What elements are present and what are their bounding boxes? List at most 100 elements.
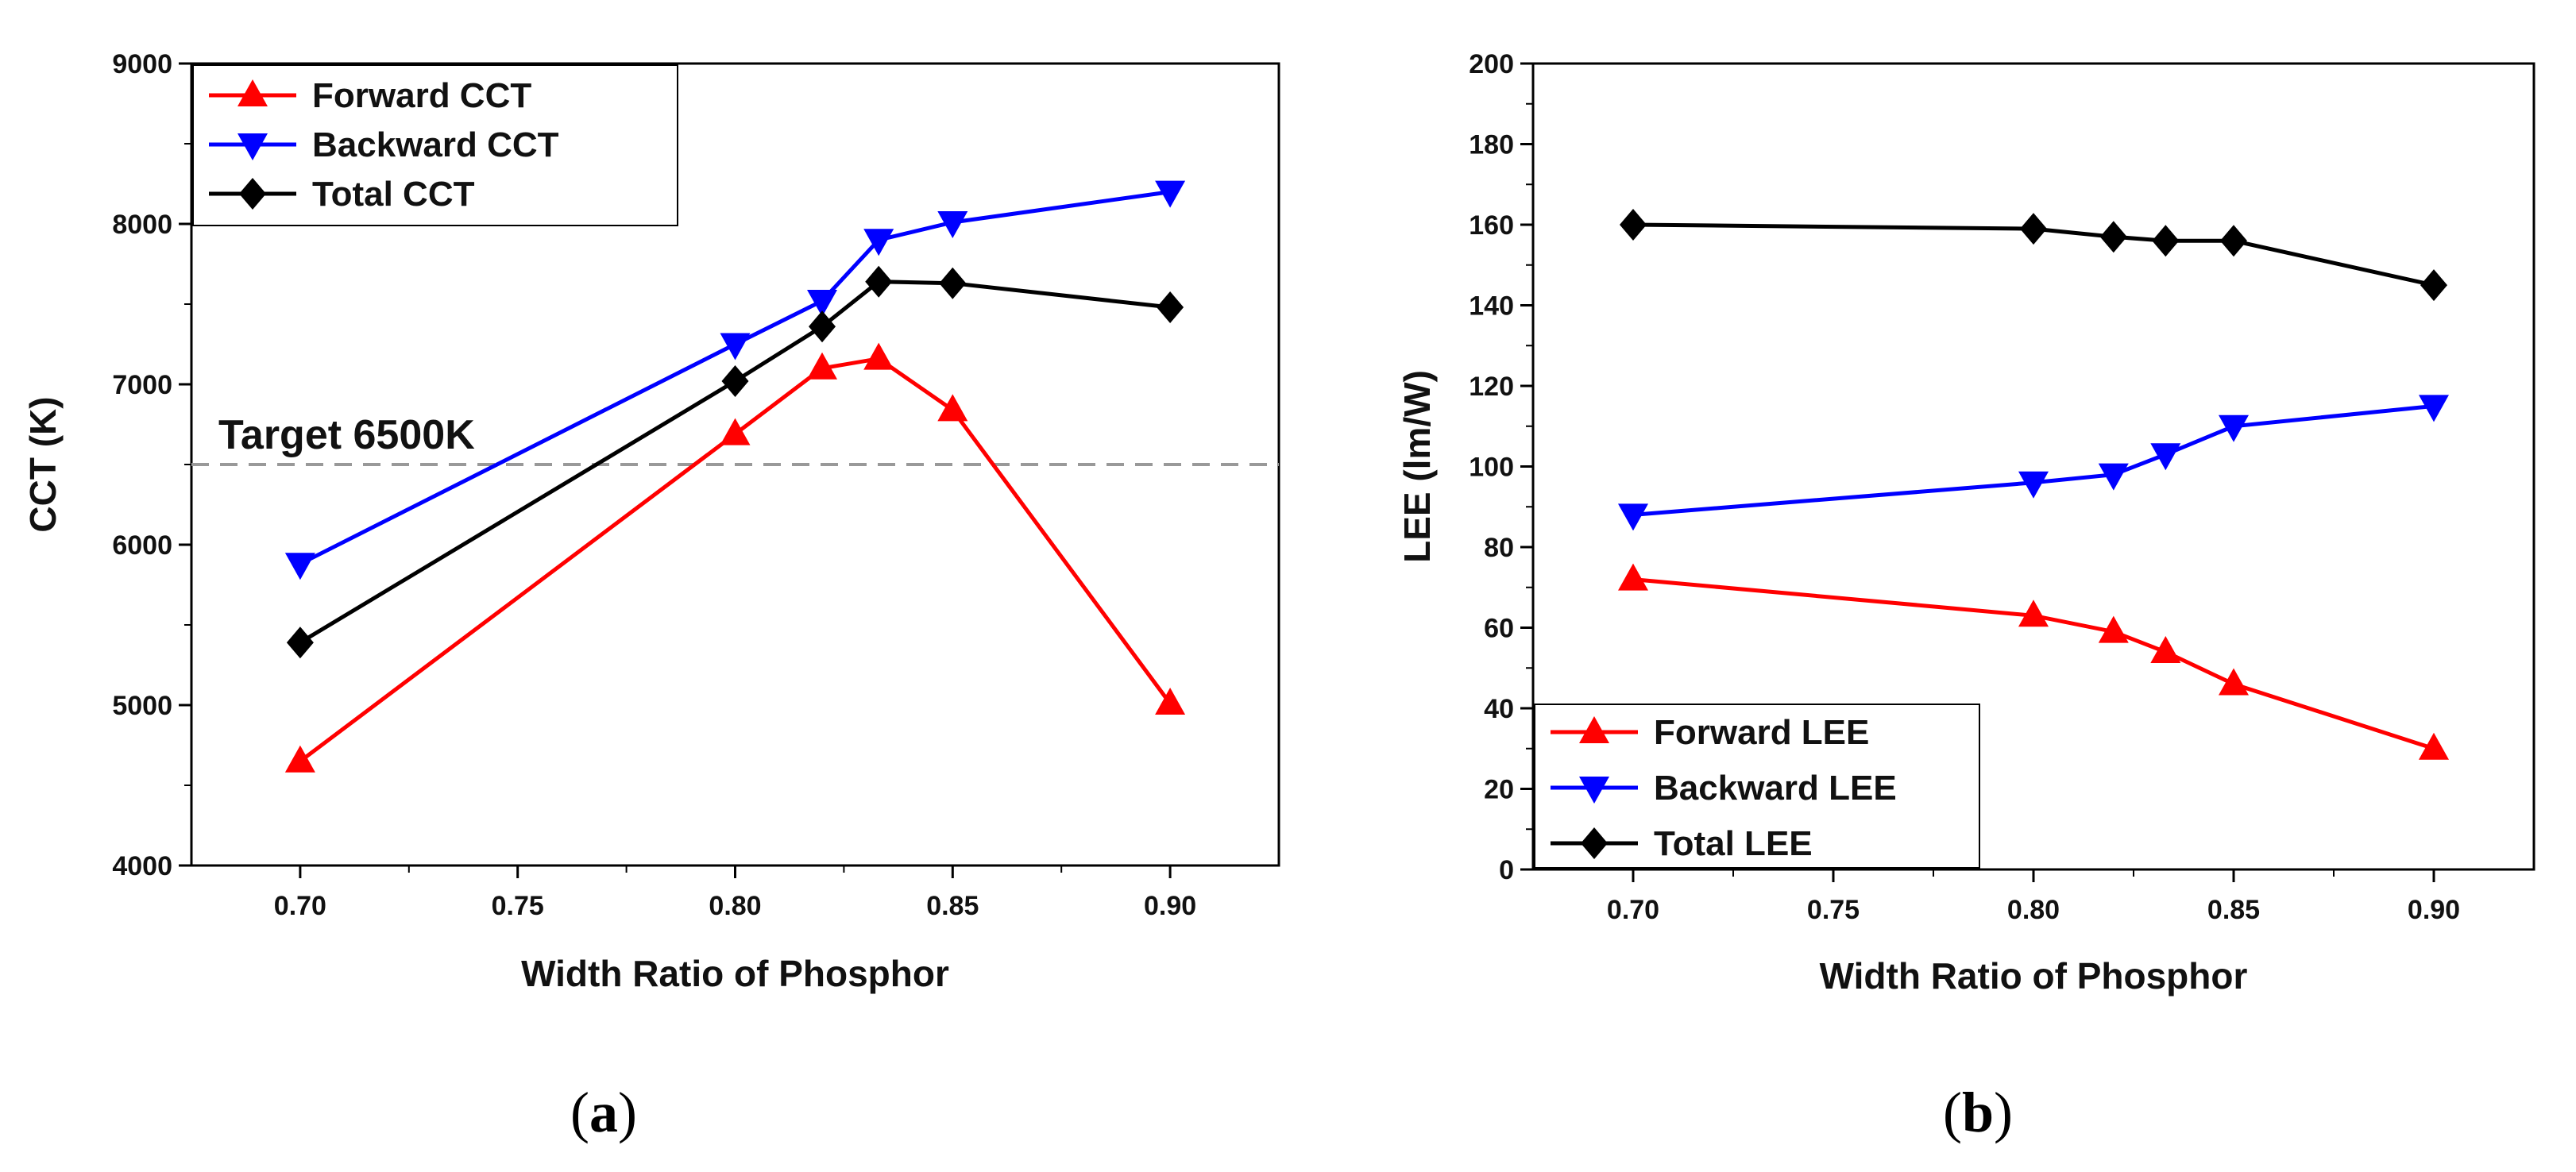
data-point-forward-cct bbox=[284, 745, 315, 773]
data-point-backward-lee bbox=[1618, 503, 1648, 531]
y-tick-label: 7000 bbox=[112, 370, 172, 400]
series-forward-cct bbox=[284, 342, 1186, 773]
data-point-backward-cct bbox=[863, 229, 894, 256]
y-tick-label: 160 bbox=[1469, 210, 1514, 241]
y-tick-label: 200 bbox=[1469, 49, 1514, 79]
y-tick-label: 80 bbox=[1484, 533, 1514, 563]
series-backward-cct bbox=[284, 180, 1186, 580]
series-line-total-lee bbox=[1632, 222, 2435, 287]
data-point-forward-lee bbox=[2018, 599, 2049, 627]
series-line-total-cct bbox=[299, 280, 1171, 645]
data-point-total-cct bbox=[286, 626, 314, 659]
data-point-backward-cct bbox=[1155, 180, 1186, 208]
y-tick-label: 120 bbox=[1469, 372, 1514, 402]
target-annotation: Target 6500K bbox=[218, 412, 475, 458]
panel-label: (a) bbox=[570, 1081, 637, 1144]
y-tick-label: 100 bbox=[1469, 453, 1514, 483]
legend-label-forward-lee: Forward LEE bbox=[1654, 713, 1869, 752]
data-point-total-lee bbox=[1620, 209, 1647, 241]
data-point-total-cct bbox=[721, 364, 749, 397]
legend-label-backward-cct: Backward CCT bbox=[312, 125, 559, 164]
y-tick-label: 40 bbox=[1484, 694, 1514, 724]
y-tick-label: 20 bbox=[1484, 775, 1514, 805]
data-point-forward-lee bbox=[2098, 615, 2129, 643]
panel-label-paren: ( bbox=[1943, 1081, 1962, 1144]
data-point-backward-lee bbox=[2150, 443, 2181, 471]
data-point-total-lee bbox=[2420, 269, 2447, 302]
panel-label-paren: ) bbox=[1994, 1081, 2013, 1144]
legend-marker-forward-cct bbox=[238, 79, 268, 106]
legend-marker-backward-cct bbox=[238, 133, 268, 160]
data-point-backward-cct bbox=[807, 289, 838, 317]
y-axis-label: LEE (lm/W) bbox=[1396, 370, 1438, 563]
data-point-forward-lee bbox=[2219, 668, 2249, 696]
x-tick-label: 0.75 bbox=[1807, 895, 1860, 925]
x-tick-label: 0.80 bbox=[2007, 895, 2060, 925]
series-total-cct bbox=[286, 265, 1184, 659]
legend-label-total-cct: Total CCT bbox=[312, 175, 475, 214]
data-point-backward-lee bbox=[2098, 463, 2129, 491]
data-point-forward-cct bbox=[720, 418, 751, 445]
y-axis-label: CCT (K) bbox=[22, 396, 64, 532]
y-tick-label: 140 bbox=[1469, 291, 1514, 322]
data-point-total-lee bbox=[2020, 213, 2047, 245]
series-backward-lee bbox=[1618, 395, 2449, 531]
legend: Forward CCT Backward CCT Total CCT bbox=[192, 64, 678, 226]
series-total-lee bbox=[1620, 209, 2447, 302]
legend: Forward LEE Backward LEE Total LEE bbox=[1534, 704, 1980, 869]
panel-label-letter: b bbox=[1962, 1081, 1994, 1144]
data-point-forward-cct bbox=[863, 342, 894, 370]
x-axis-label: Width Ratio of Phosphor bbox=[1820, 955, 2248, 997]
legend-marker-backward-lee bbox=[1579, 777, 1609, 804]
y-tick-label: 60 bbox=[1484, 614, 1514, 644]
data-point-forward-cct bbox=[937, 394, 968, 422]
chart-panel-b: 0.70 0.75 0.80 0.85 0.90 0 20 40 60 80 100 120 140 16… bbox=[1396, 49, 2535, 1144]
x-tick-label: 0.70 bbox=[1607, 895, 1659, 925]
panel-label-letter: a bbox=[589, 1081, 618, 1144]
data-point-forward-lee bbox=[2150, 635, 2181, 663]
panel-label-paren: ) bbox=[618, 1081, 637, 1144]
data-point-forward-lee bbox=[2419, 732, 2449, 760]
panel-label-paren: ( bbox=[570, 1081, 589, 1144]
y-tick-label: 4000 bbox=[112, 851, 172, 881]
data-point-backward-cct bbox=[284, 553, 315, 580]
data-point-total-lee bbox=[2099, 221, 2127, 253]
x-tick-label: 0.85 bbox=[2207, 895, 2260, 925]
y-tick-label: 180 bbox=[1469, 130, 1514, 160]
data-point-forward-cct bbox=[807, 352, 838, 380]
x-tick-label: 0.80 bbox=[709, 891, 761, 921]
data-point-backward-lee bbox=[2018, 471, 2049, 499]
series-line-backward-lee bbox=[1632, 403, 2435, 517]
data-point-forward-cct bbox=[1155, 687, 1186, 715]
y-tick-label: 6000 bbox=[112, 530, 172, 561]
chart-panel-a: 0.70 0.75 0.80 0.85 0.90 4000 5000 6000 7000 8000… bbox=[22, 49, 1280, 1144]
legend-marker-total-lee bbox=[1581, 827, 1608, 859]
y-tick-label: 8000 bbox=[112, 210, 172, 240]
data-point-backward-cct bbox=[720, 333, 751, 360]
panel-label: (b) bbox=[1943, 1081, 2013, 1144]
x-axis-label: Width Ratio of Phosphor bbox=[521, 953, 949, 994]
legend-marker-forward-lee bbox=[1579, 716, 1609, 743]
x-tick-label: 0.90 bbox=[2408, 895, 2460, 925]
series-line-forward-cct bbox=[299, 357, 1172, 763]
legend-marker-total-cct bbox=[239, 178, 266, 210]
y-tick-label: 0 bbox=[1499, 855, 1514, 885]
y-tick-label: 5000 bbox=[112, 691, 172, 721]
x-tick-label: 0.90 bbox=[1144, 891, 1196, 921]
data-point-total-cct bbox=[865, 265, 893, 298]
data-point-total-cct bbox=[939, 267, 967, 299]
y-tick-label: 9000 bbox=[112, 49, 172, 79]
data-point-total-lee bbox=[2220, 225, 2247, 257]
data-point-backward-lee bbox=[2219, 414, 2249, 442]
data-point-forward-lee bbox=[1618, 563, 1648, 591]
data-point-total-cct bbox=[1157, 291, 1184, 324]
data-point-total-lee bbox=[2152, 225, 2180, 257]
legend-label-forward-cct: Forward CCT bbox=[312, 76, 531, 115]
series-line-forward-lee bbox=[1632, 577, 2435, 751]
legend-label-backward-lee: Backward LEE bbox=[1654, 769, 1897, 808]
data-point-backward-cct bbox=[937, 210, 968, 238]
x-tick-label: 0.70 bbox=[274, 891, 326, 921]
data-point-backward-lee bbox=[2419, 395, 2449, 422]
x-tick-label: 0.85 bbox=[926, 891, 979, 921]
